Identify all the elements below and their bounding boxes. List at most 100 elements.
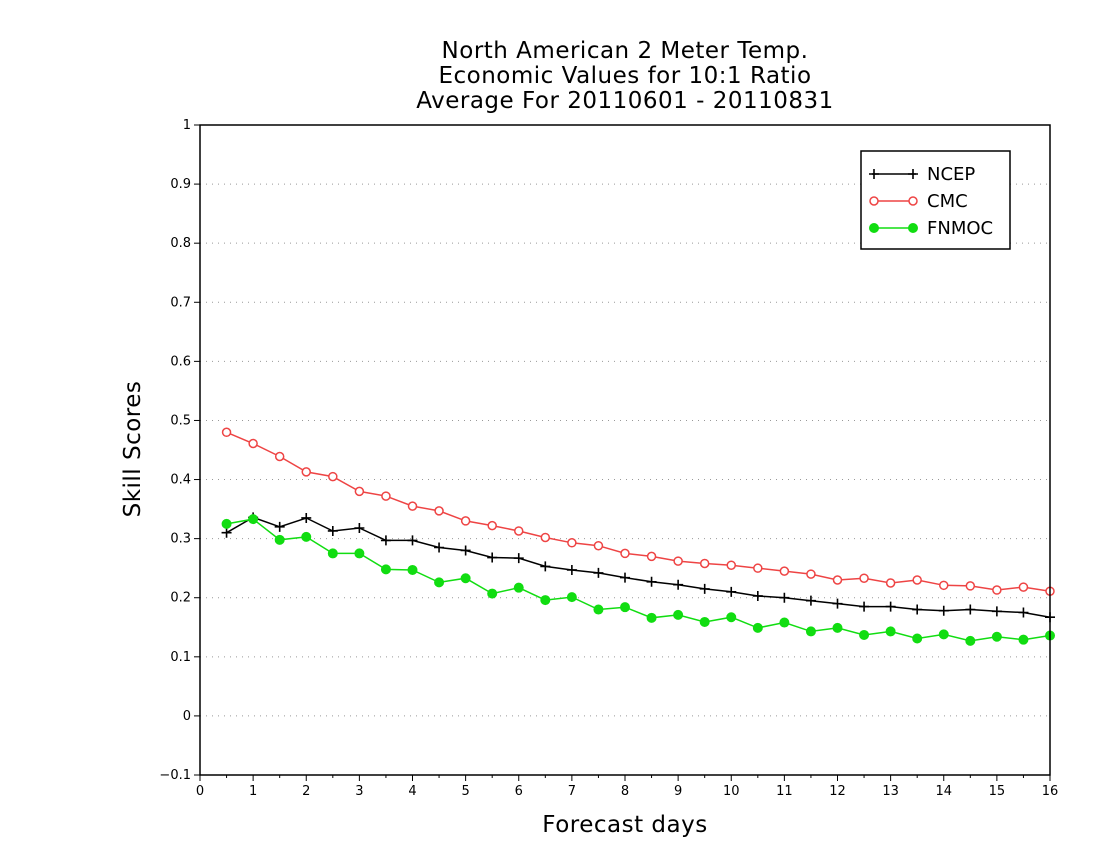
- ncep-data-point: [779, 592, 790, 603]
- fnmoc-data-point: [513, 582, 524, 593]
- fnmoc-data-point: [805, 626, 816, 637]
- cmc-data-point: [885, 578, 896, 588]
- y-tick-label: 0: [183, 709, 191, 724]
- legend-marker-ncep: [908, 169, 918, 179]
- ncep-data-point: [407, 535, 418, 546]
- ncep-data-point: [460, 545, 471, 556]
- cmc-data-point: [753, 563, 763, 573]
- ncep-data-point: [938, 605, 949, 616]
- cmc-data-point: [992, 585, 1002, 595]
- ncep-data-point: [354, 523, 365, 533]
- ncep-data-point: [327, 525, 338, 536]
- fnmoc-data-point: [487, 588, 498, 599]
- cmc-data-point: [540, 532, 551, 543]
- legend-label-ncep: NCEP: [927, 164, 975, 185]
- y-tick-label: 0.3: [170, 532, 191, 547]
- legend-marker-fnmoc: [869, 223, 879, 233]
- fnmoc-data-point: [699, 616, 710, 627]
- y-tick-label: 0.4: [170, 473, 191, 488]
- chart-title-line-2: Economic Values for 10:1 Ratio: [438, 63, 812, 89]
- cmc-data-point: [806, 569, 816, 579]
- fnmoc-data-point: [327, 548, 338, 559]
- ncep-data-point: [832, 598, 843, 609]
- cmc-data-point: [567, 538, 577, 548]
- cmc-data-point: [434, 506, 444, 516]
- cmc-data-point: [620, 548, 630, 559]
- fnmoc-data-point: [620, 602, 630, 613]
- ncep-data-point: [859, 601, 870, 612]
- cmc-data-point: [274, 451, 285, 462]
- cmc-data-point: [354, 486, 365, 497]
- cmc-data-point: [965, 581, 976, 591]
- ncep-data-point: [540, 561, 551, 572]
- x-tick-label: 6: [515, 784, 523, 799]
- cmc-data-point: [381, 491, 391, 501]
- fnmoc-data-point: [779, 617, 790, 628]
- ncep-data-point: [646, 576, 657, 587]
- legend: NCEP CMC FNMOC: [860, 150, 1011, 250]
- y-axis-label: Skill Scores: [120, 380, 146, 518]
- fnmoc-data-point: [460, 573, 471, 584]
- fnmoc-data-point: [380, 564, 391, 575]
- cmc-series-line: [226, 431, 1051, 592]
- series-lines: [221, 427, 1055, 646]
- x-tick-label: 3: [355, 784, 363, 799]
- ncep-data-point: [301, 512, 312, 523]
- ncep-data-point: [699, 583, 710, 594]
- ncep-data-point: [274, 521, 285, 532]
- fnmoc-data-point: [434, 577, 445, 588]
- fnmoc-data-point: [912, 633, 923, 644]
- grid-lines: [200, 183, 1050, 717]
- fnmoc-data-point: [885, 626, 896, 637]
- fnmoc-data-point: [593, 604, 604, 615]
- fnmoc-data-point: [832, 622, 843, 633]
- ncep-data-point: [991, 606, 1002, 617]
- x-tick-label: 5: [461, 784, 469, 799]
- legend-label-cmc: CMC: [927, 191, 968, 212]
- x-tick-label: 12: [829, 784, 846, 799]
- chart-title-line-3: Average For 20110601 - 20110831: [416, 88, 834, 114]
- x-tick-label: 4: [408, 784, 416, 799]
- fnmoc-data-point: [221, 518, 232, 529]
- fnmoc-data-point: [938, 629, 949, 640]
- cmc-data-point: [328, 471, 338, 482]
- fnmoc-data-point: [673, 609, 684, 620]
- ncep-data-point: [1018, 607, 1029, 618]
- ncep-data-point: [593, 567, 604, 578]
- legend-label-fnmoc: FNMOC: [927, 218, 993, 239]
- fnmoc-data-point: [566, 592, 577, 603]
- ncep-data-point: [885, 601, 896, 612]
- fnmoc-data-point: [354, 548, 365, 559]
- cmc-data-point: [593, 540, 604, 551]
- cmc-data-point: [779, 566, 790, 576]
- ncep-data-point: [434, 542, 445, 553]
- cmc-data-point: [248, 438, 258, 449]
- fnmoc-data-point: [752, 622, 763, 633]
- ncep-data-point: [380, 535, 391, 546]
- legend-marker-cmc: [869, 196, 879, 206]
- fnmoc-data-point: [1018, 634, 1029, 645]
- x-tick-label: 15: [989, 784, 1006, 799]
- cmc-data-point: [301, 467, 311, 477]
- y-tick-label: 0.8: [170, 236, 191, 251]
- fnmoc-data-point: [301, 531, 312, 542]
- ncep-series-line: [226, 516, 1051, 618]
- y-tick-label: 0.6: [170, 354, 191, 369]
- ncep-data-point: [487, 552, 498, 563]
- y-tick-label: 0.9: [170, 177, 191, 192]
- ncep-data-point: [566, 564, 577, 575]
- ncep-data-point: [965, 604, 976, 615]
- ncep-data-point: [221, 527, 232, 538]
- fnmoc-data-point: [407, 564, 418, 575]
- cmc-data-point: [514, 526, 524, 536]
- x-tick-label: 11: [776, 784, 793, 799]
- cmc-data-point: [726, 560, 736, 570]
- cmc-data-point: [407, 501, 418, 511]
- legend-box: [860, 150, 1011, 250]
- cmc-data-point: [646, 551, 657, 562]
- fnmoc-data-point: [859, 629, 870, 640]
- ncep-data-point: [726, 586, 737, 597]
- cmc-data-point: [859, 573, 869, 583]
- cmc-data-point: [939, 580, 949, 591]
